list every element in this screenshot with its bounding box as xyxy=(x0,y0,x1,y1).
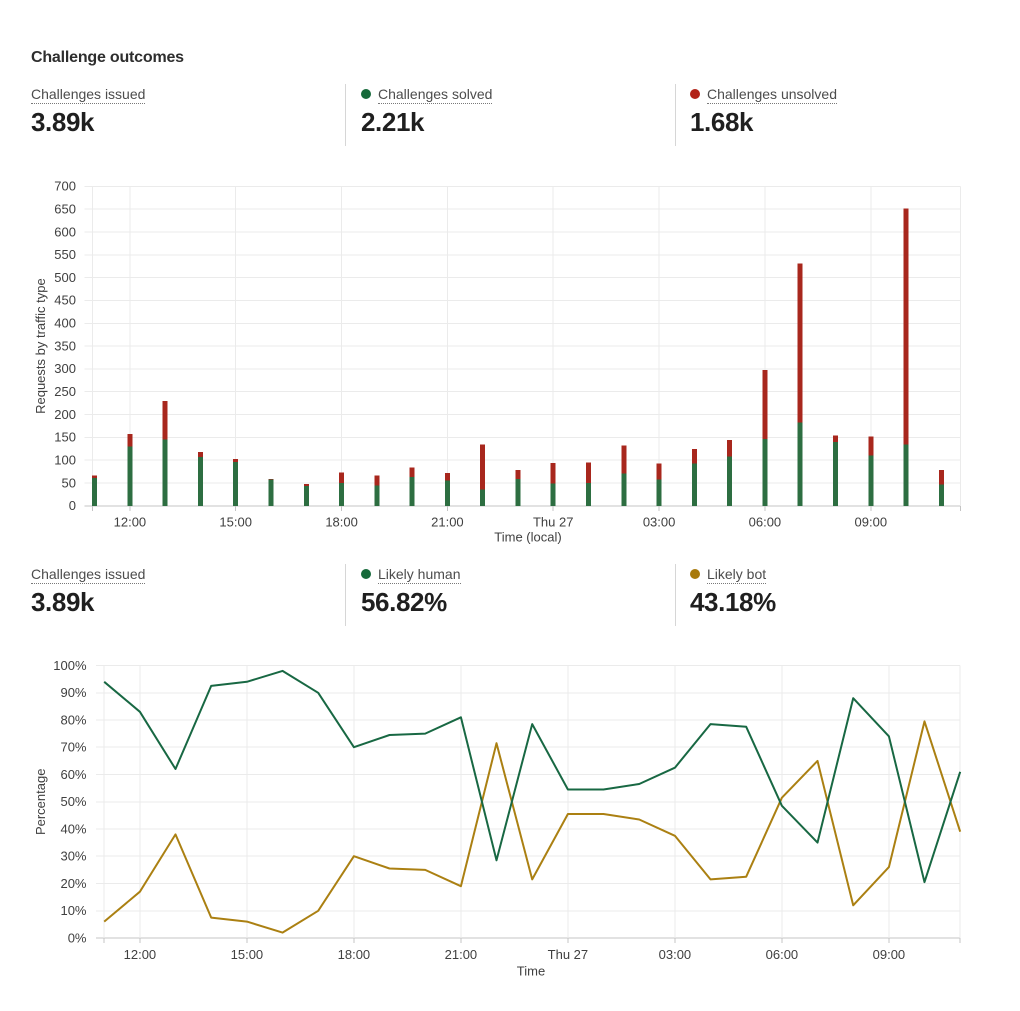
svg-text:03:00: 03:00 xyxy=(659,947,692,962)
svg-text:50%: 50% xyxy=(60,794,86,809)
svg-text:650: 650 xyxy=(54,202,76,217)
svg-text:200: 200 xyxy=(54,407,76,422)
svg-text:600: 600 xyxy=(54,224,76,239)
svg-text:10%: 10% xyxy=(60,903,86,918)
svg-text:Thu 27: Thu 27 xyxy=(533,515,573,530)
svg-text:Percentage: Percentage xyxy=(33,769,48,836)
svg-text:Thu 27: Thu 27 xyxy=(548,947,588,962)
svg-text:20%: 20% xyxy=(60,876,86,891)
svg-text:70%: 70% xyxy=(60,740,86,755)
svg-text:12:00: 12:00 xyxy=(114,515,147,530)
svg-text:40%: 40% xyxy=(60,821,86,836)
svg-text:15:00: 15:00 xyxy=(219,515,252,530)
svg-text:150: 150 xyxy=(54,430,76,445)
svg-text:18:00: 18:00 xyxy=(325,515,358,530)
svg-text:90%: 90% xyxy=(60,685,86,700)
svg-text:21:00: 21:00 xyxy=(431,515,464,530)
svg-text:350: 350 xyxy=(54,338,76,353)
svg-text:Time: Time xyxy=(517,964,545,979)
svg-text:09:00: 09:00 xyxy=(855,515,888,530)
svg-text:Time (local): Time (local) xyxy=(494,529,561,544)
svg-text:450: 450 xyxy=(54,293,76,308)
svg-text:06:00: 06:00 xyxy=(749,515,782,530)
svg-text:550: 550 xyxy=(54,247,76,262)
svg-text:30%: 30% xyxy=(60,849,86,864)
svg-text:250: 250 xyxy=(54,384,76,399)
svg-text:03:00: 03:00 xyxy=(643,515,676,530)
svg-text:50: 50 xyxy=(62,475,76,490)
svg-text:18:00: 18:00 xyxy=(338,947,371,962)
svg-text:60%: 60% xyxy=(60,767,86,782)
svg-text:15:00: 15:00 xyxy=(231,947,264,962)
svg-text:0%: 0% xyxy=(68,930,87,945)
svg-text:09:00: 09:00 xyxy=(873,947,906,962)
svg-text:100%: 100% xyxy=(53,658,87,673)
svg-text:0: 0 xyxy=(69,498,76,513)
svg-text:06:00: 06:00 xyxy=(766,947,799,962)
svg-text:400: 400 xyxy=(54,316,76,331)
svg-text:100: 100 xyxy=(54,453,76,468)
svg-text:700: 700 xyxy=(54,179,76,194)
svg-text:21:00: 21:00 xyxy=(445,947,478,962)
svg-text:Requests by traffic type: Requests by traffic type xyxy=(33,278,48,414)
svg-text:300: 300 xyxy=(54,361,76,376)
svg-text:80%: 80% xyxy=(60,712,86,727)
svg-text:500: 500 xyxy=(54,270,76,285)
svg-text:12:00: 12:00 xyxy=(124,947,157,962)
